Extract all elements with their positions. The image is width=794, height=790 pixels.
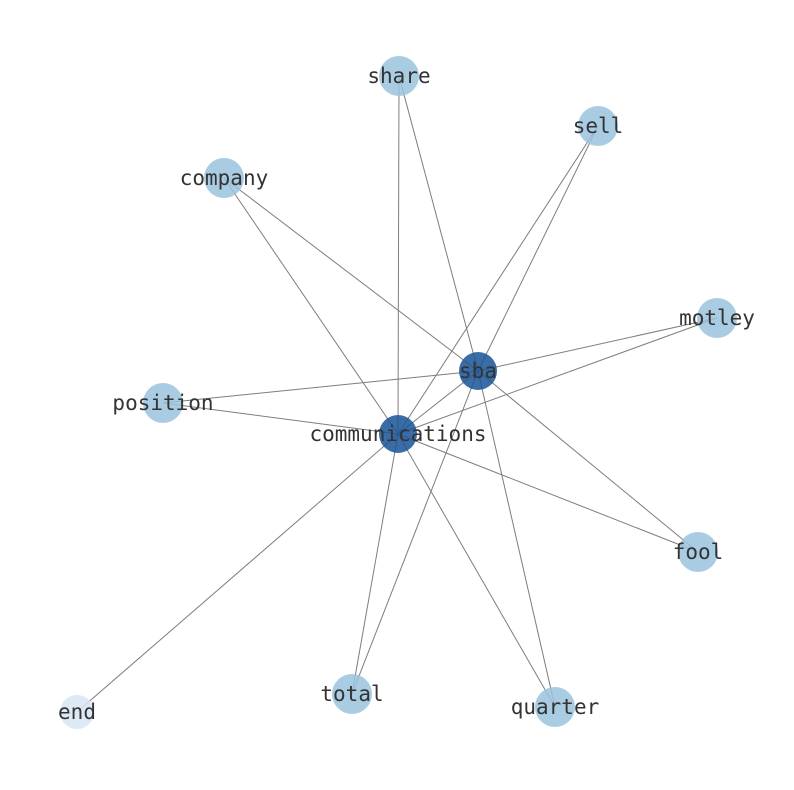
edge-total-sba	[351, 370, 479, 695]
node-motley	[697, 298, 737, 338]
node-label-share: share	[367, 64, 430, 88]
node-fool	[678, 532, 718, 572]
node-label-motley: motley	[679, 306, 755, 330]
node-label-end: end	[58, 700, 96, 724]
node-sba	[459, 352, 497, 390]
edge-quarter-communications	[397, 433, 556, 708]
node-end	[60, 695, 94, 729]
edge-motley-communications	[397, 317, 718, 435]
edge-position-sba	[162, 370, 479, 404]
node-quarter	[535, 687, 575, 727]
edge-fool-sba	[477, 370, 699, 553]
edge-quarter-sba	[477, 370, 556, 708]
edge-fool-communications	[397, 433, 699, 553]
edge-position-communications	[162, 402, 399, 435]
node-label-sba: sba	[459, 359, 497, 383]
node-communications	[379, 415, 417, 453]
node-label-quarter: quarter	[511, 695, 600, 719]
label-layer: share sell company motley sba position communi…	[58, 64, 755, 724]
node-label-fool: fool	[673, 540, 724, 564]
node-label-position: position	[112, 391, 213, 415]
node-label-communications: communications	[309, 422, 486, 446]
edge-motley-sba	[477, 317, 718, 372]
node-total	[332, 674, 372, 714]
node-label-total: total	[320, 682, 383, 706]
edge-share-communications	[397, 75, 400, 435]
node-label-company: company	[180, 166, 269, 190]
node-position	[143, 383, 183, 423]
edge-company-sba	[223, 177, 479, 372]
edge-end-communications	[76, 433, 399, 713]
edge-sell-communications	[397, 125, 599, 435]
node-label-sell: sell	[573, 114, 624, 138]
node-company	[204, 158, 244, 198]
edge-share-sba	[398, 75, 479, 372]
node-sell	[578, 106, 618, 146]
node-share	[379, 56, 419, 96]
edge-company-communications	[223, 177, 399, 435]
node-layer	[60, 56, 737, 729]
edge-sell-sba	[477, 125, 599, 372]
edge-total-communications	[351, 433, 399, 695]
edge-layer	[76, 75, 718, 713]
